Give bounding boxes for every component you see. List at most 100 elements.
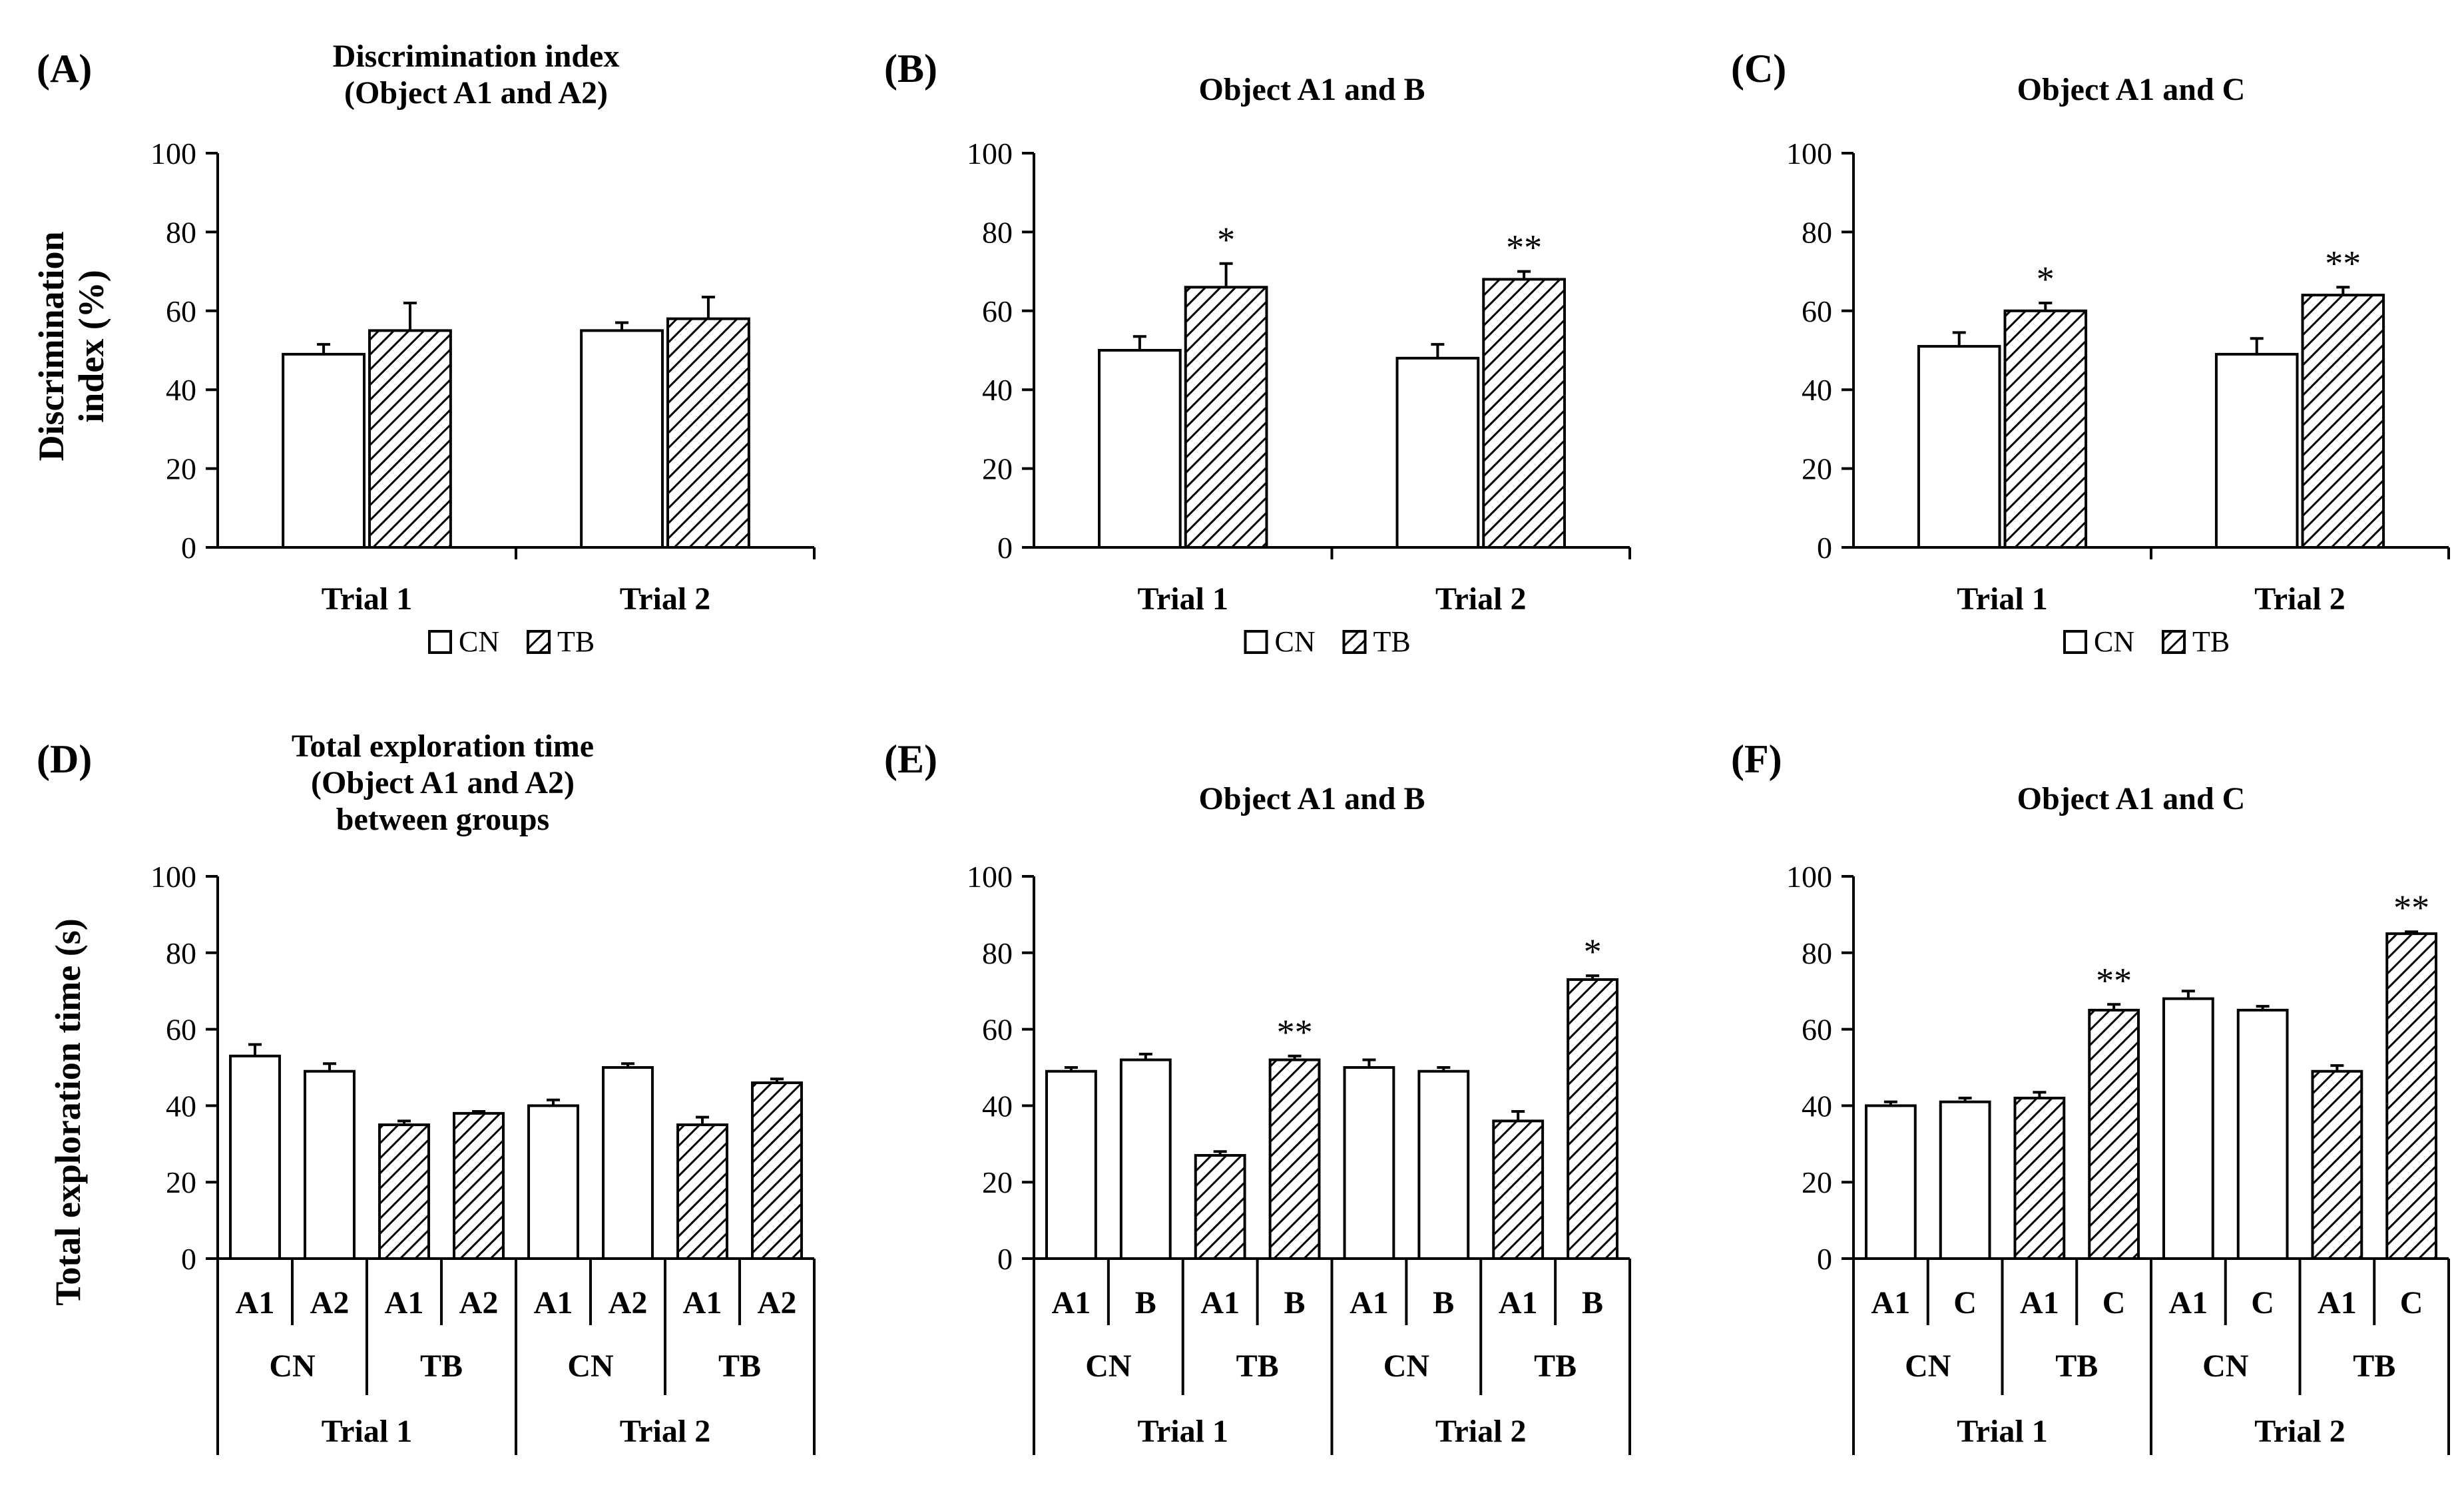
x-category-label: Trial 2: [1435, 581, 1526, 617]
y-tick-label: 0: [181, 1242, 196, 1276]
x-category-label: Trial 1: [1138, 581, 1228, 617]
bar: [1939, 1100, 1991, 1261]
x-object-label: A2: [459, 1285, 499, 1321]
x-group-label: TB: [2353, 1348, 2395, 1384]
significance-marker: **: [1506, 228, 1542, 268]
legend-label-tb: TB: [2192, 625, 2230, 658]
x-object-label: A1: [1350, 1285, 1389, 1321]
bar: [1098, 349, 1182, 549]
bar: [282, 352, 366, 549]
x-object-label: C: [2251, 1285, 2274, 1321]
y-tick-label: 80: [1802, 936, 1832, 970]
panel-label: (A): [37, 47, 92, 91]
y-tick-label: 100: [150, 137, 196, 170]
x-object-label: A1: [1052, 1285, 1091, 1321]
x-object-label: B: [1284, 1285, 1306, 1321]
legend-label-cn: CN: [2094, 625, 2134, 658]
chart-title: Object A1 and B: [1198, 781, 1425, 816]
x-trial-label: Trial 1: [1957, 1414, 2047, 1449]
x-group-label: TB: [420, 1348, 463, 1384]
chart-title: Object A1 and C: [2017, 781, 2246, 816]
x-group-label: TB: [1236, 1348, 1279, 1384]
y-tick-label: 40: [166, 373, 196, 407]
y-tick-label: 20: [982, 1165, 1013, 1199]
x-object-label: A1: [534, 1285, 573, 1321]
bar: [2003, 309, 2088, 549]
x-group-label: TB: [2055, 1348, 2098, 1384]
x-category-label: Trial 2: [620, 581, 710, 617]
y-tick-label: 100: [1786, 860, 1832, 894]
y-tick-label: 60: [982, 1013, 1013, 1047]
y-tick-label: 80: [982, 936, 1013, 970]
x-object-label: C: [2102, 1285, 2126, 1321]
x-trial-label: Trial 1: [322, 1414, 412, 1449]
x-group-label: TB: [718, 1348, 761, 1384]
x-object-label: A1: [2169, 1285, 2208, 1321]
x-object-label: A2: [758, 1285, 797, 1321]
bar: [1864, 1104, 1917, 1261]
x-object-label: A1: [683, 1285, 722, 1321]
bar: [453, 1111, 505, 1260]
x-object-label: B: [1433, 1285, 1454, 1321]
y-tick-label: 0: [1817, 531, 1832, 565]
bar: [229, 1054, 281, 1261]
x-trial-label: Trial 1: [1138, 1414, 1228, 1449]
y-tick-label: 80: [982, 215, 1013, 249]
bar: [378, 1123, 430, 1260]
x-object-label: C: [2400, 1285, 2423, 1321]
y-tick-label: 40: [1802, 1089, 1832, 1123]
significance-marker: *: [2037, 259, 2055, 299]
bar: [368, 329, 452, 549]
legend-swatch-cn: [2063, 630, 2087, 654]
significance-marker: **: [2325, 243, 2361, 283]
legend-swatch-cn: [1244, 630, 1268, 654]
bar: [1567, 978, 1618, 1260]
x-group-label: CN: [269, 1348, 316, 1384]
bar: [2162, 997, 2214, 1261]
significance-marker: *: [1217, 220, 1235, 260]
x-trial-label: Trial 2: [620, 1414, 710, 1449]
bar: [2385, 932, 2438, 1260]
x-group-label: CN: [1383, 1348, 1430, 1384]
y-tick-label: 20: [166, 452, 196, 486]
y-tick-label: 100: [1786, 137, 1832, 170]
y-tick-label: 100: [967, 860, 1013, 894]
x-category-label: Trial 1: [1957, 581, 2047, 617]
y-tick-label: 0: [997, 1242, 1013, 1276]
y-tick-label: 20: [1802, 452, 1832, 486]
bar: [1184, 286, 1268, 549]
x-object-label: A1: [2318, 1285, 2357, 1321]
y-tick-label: 20: [982, 452, 1013, 486]
bar: [2301, 294, 2385, 549]
significance-marker: **: [2393, 888, 2429, 928]
y-tick-label: 40: [982, 373, 1013, 407]
bar: [751, 1081, 803, 1260]
y-tick-label: 80: [1802, 215, 1832, 249]
bar: [304, 1069, 356, 1260]
x-group-label: TB: [1534, 1348, 1577, 1384]
x-object-label: A2: [310, 1285, 350, 1321]
y-tick-label: 60: [982, 294, 1013, 328]
y-tick-label: 100: [967, 137, 1013, 170]
y-tick-label: 60: [166, 1013, 196, 1047]
x-object-label: A2: [609, 1285, 648, 1321]
x-object-label: B: [1135, 1285, 1156, 1321]
chart-title: Object A1 and B: [1198, 72, 1425, 107]
y-tick-label: 80: [166, 936, 196, 970]
y-tick-label: 0: [181, 531, 196, 565]
y-tick-label: 60: [1802, 1013, 1832, 1047]
bar: [676, 1123, 728, 1260]
bar: [1343, 1066, 1395, 1260]
x-group-label: CN: [1905, 1348, 1951, 1384]
x-object-label: A1: [1200, 1285, 1240, 1321]
bar: [1268, 1058, 1321, 1261]
panel-label: (E): [884, 737, 937, 781]
legend-swatch-tb: [527, 630, 551, 654]
significance-marker: **: [1277, 1012, 1313, 1052]
panel-label: (B): [884, 47, 937, 91]
significance-marker: **: [2096, 960, 2132, 1000]
x-group-label: CN: [1085, 1348, 1132, 1384]
y-tick-label: 80: [166, 215, 196, 249]
chart-title: Total exploration time: [292, 729, 594, 764]
bar: [666, 317, 750, 549]
